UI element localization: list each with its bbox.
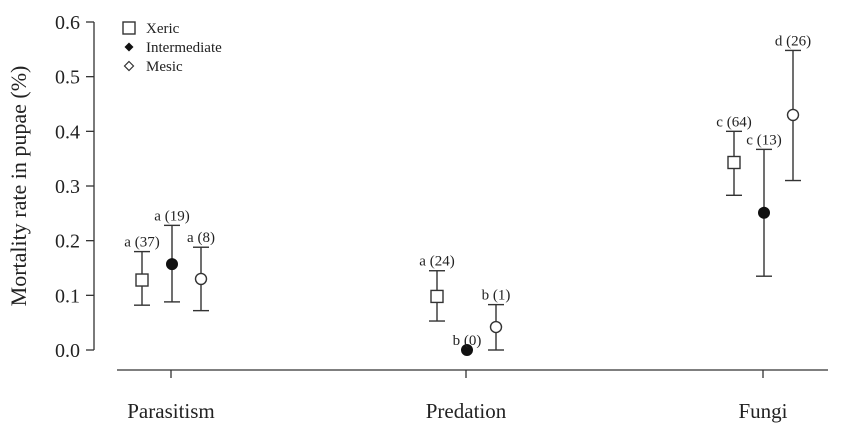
data-point: [786, 108, 800, 122]
x-axis: Parasitism Predation Fungi: [117, 369, 828, 423]
y-tick-label: 0.0: [55, 340, 80, 362]
data-label: c (13): [746, 132, 781, 148]
error-bars: [134, 49, 801, 351]
data-point: [489, 320, 503, 334]
y-axis-label: Mortality rate in pupae (%): [6, 66, 31, 307]
legend-label: Intermediate: [146, 40, 222, 56]
y-tick-label: 0.4: [55, 121, 80, 143]
legend: Xeric Intermediate Mesic: [122, 21, 222, 75]
y-tick-label: 0.3: [55, 176, 80, 198]
y-tick-label: 0.6: [55, 12, 80, 34]
y-tick-label: 0.5: [55, 67, 80, 89]
x-tick-label: Parasitism: [127, 399, 215, 423]
data-label: b (1): [482, 288, 511, 304]
data-label: b (0): [453, 333, 482, 349]
data-point: [430, 289, 444, 304]
x-tick-label: Fungi: [738, 399, 787, 423]
legend-label: Mesic: [146, 59, 183, 75]
y-axis: 0.0 0.1 0.2 0.3 0.4 0.5 0.6: [55, 12, 95, 362]
data-label: c (64): [716, 114, 751, 130]
data-point: [135, 273, 149, 287]
data-points: [135, 108, 800, 356]
data-label: a (19): [154, 208, 189, 224]
legend-marker: [123, 60, 135, 72]
data-label: a (8): [187, 230, 215, 246]
legend-marker: [122, 21, 136, 35]
data-label: a (37): [124, 235, 159, 251]
data-label: d (26): [775, 33, 811, 49]
legend-label: Xeric: [146, 21, 180, 37]
legend-marker: [124, 42, 134, 52]
data-point: [166, 258, 178, 271]
data-point: [194, 272, 208, 286]
data-labels: a (37) a (24) c (64) a (19) b (0) c (13) a (8)…: [124, 33, 811, 349]
data-point: [727, 155, 741, 170]
data-point: [461, 344, 473, 356]
y-tick-label: 0.1: [55, 285, 80, 307]
data-point: [758, 206, 770, 219]
y-tick-label: 0.2: [55, 231, 80, 253]
data-label: a (24): [419, 254, 454, 270]
x-tick-label: Predation: [426, 399, 507, 423]
